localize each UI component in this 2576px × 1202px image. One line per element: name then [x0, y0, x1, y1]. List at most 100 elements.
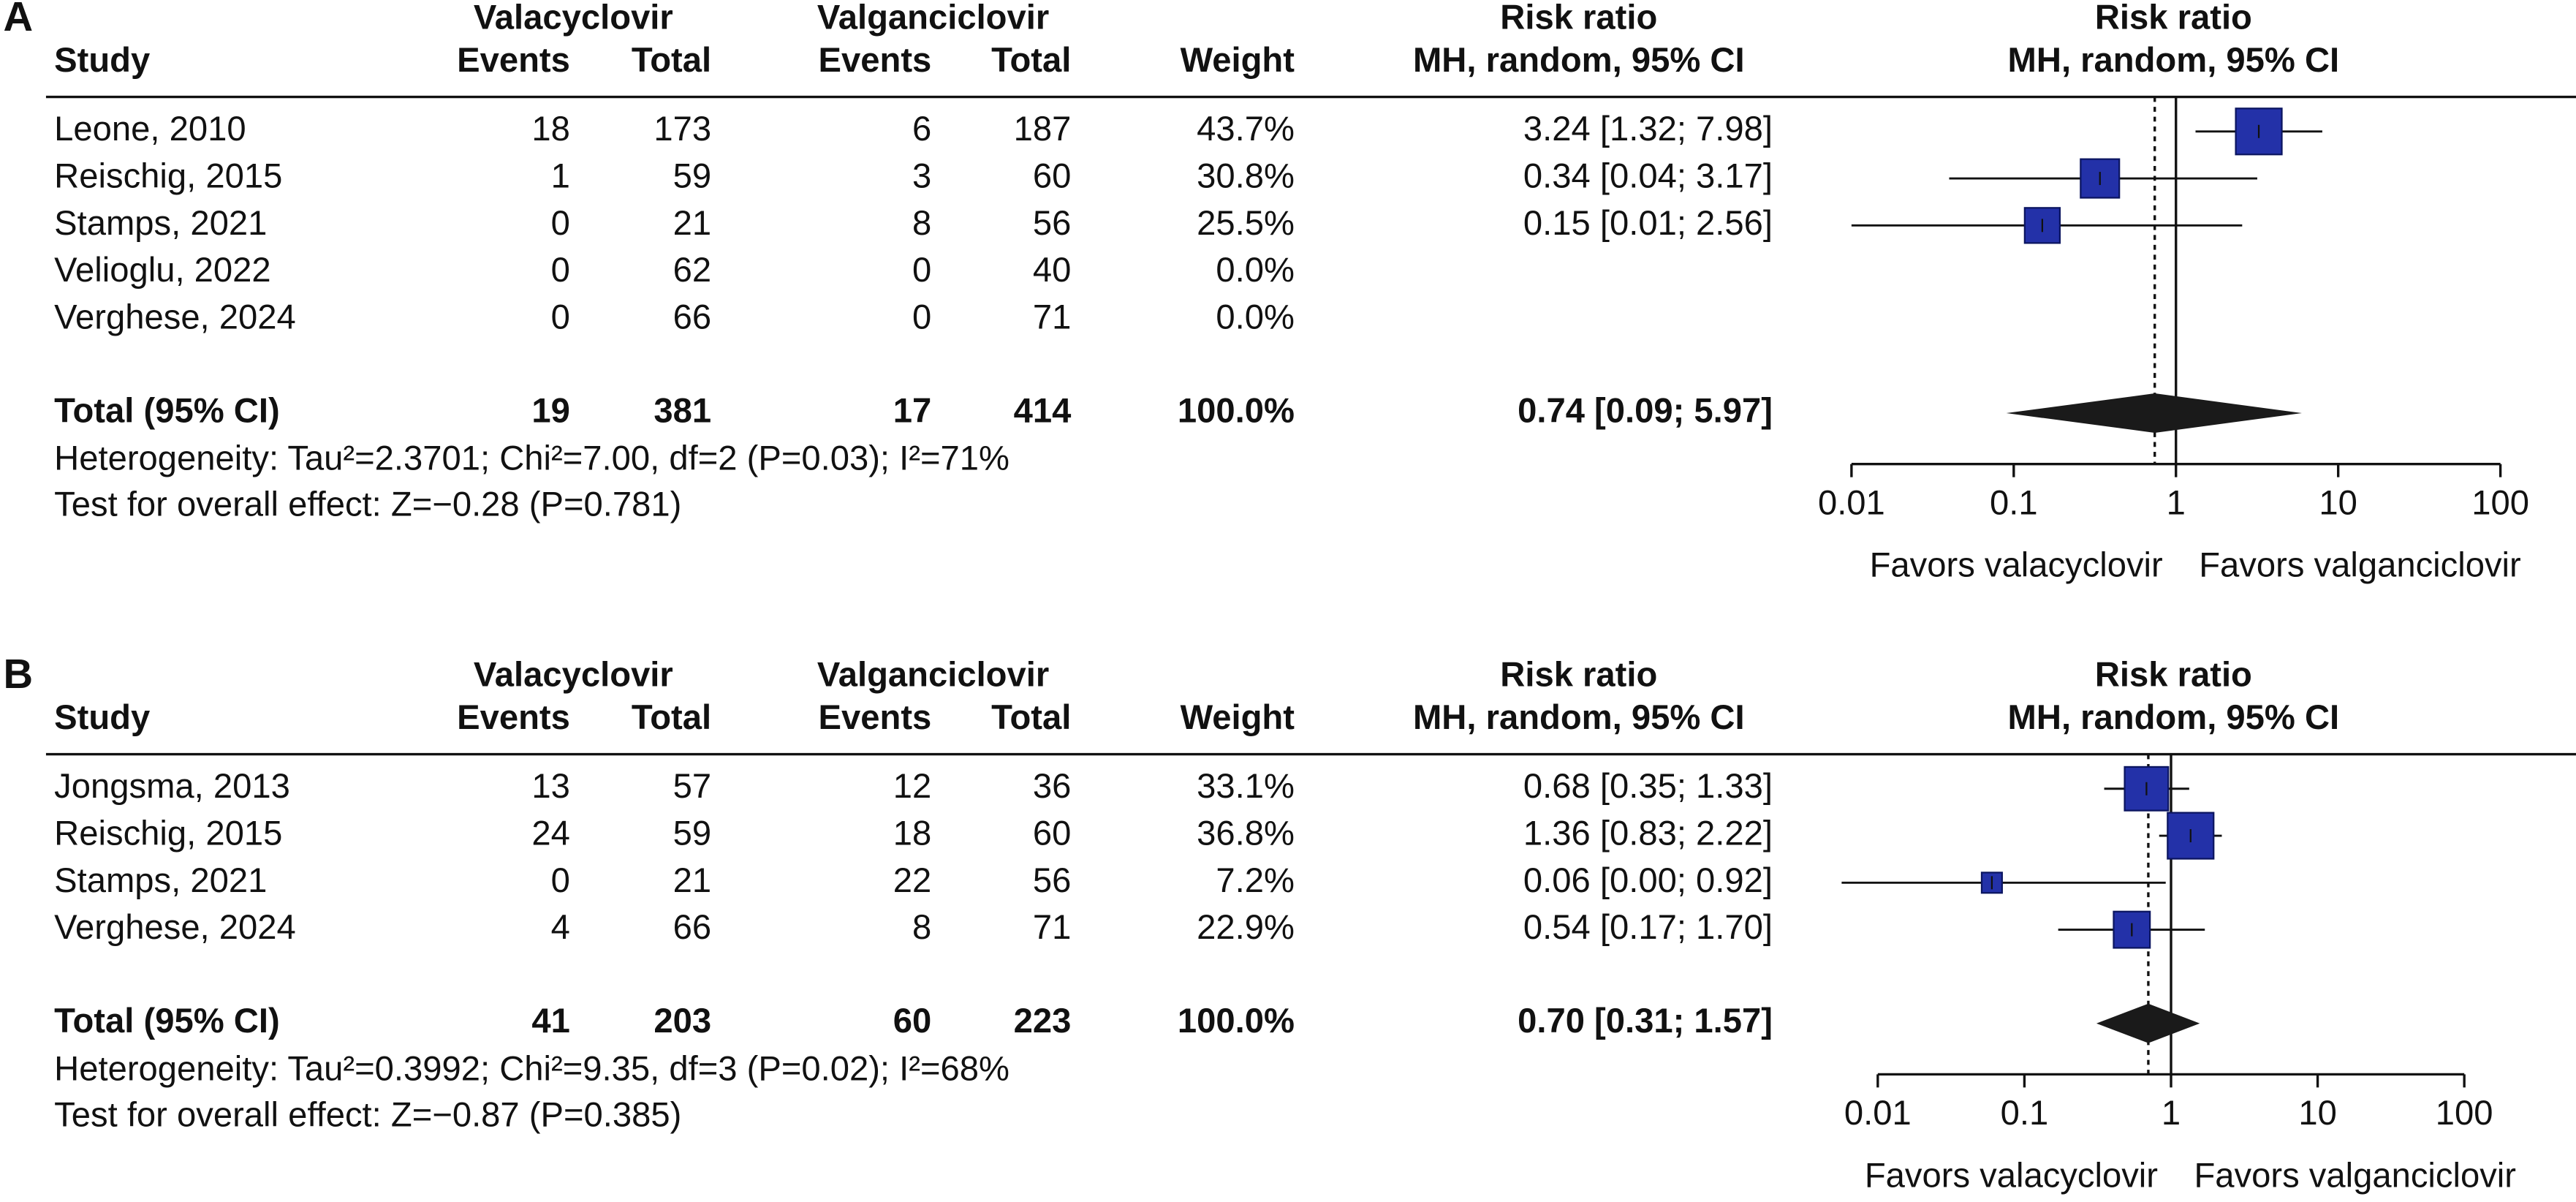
effect-label: 1.36 [0.83; 2.22]: [1523, 814, 1773, 853]
study-name: Jongsma, 2013: [54, 767, 290, 806]
cell: 36: [1033, 767, 1072, 806]
cell: 0: [551, 204, 570, 243]
plot-header: MH, random, 95% CI: [2008, 41, 2340, 80]
cell: 59: [673, 157, 712, 196]
cell: 6: [912, 110, 931, 148]
cell: 59: [673, 814, 712, 853]
cell: 0: [551, 298, 570, 336]
effect-label: 3.24 [1.32; 7.98]: [1523, 110, 1773, 148]
favors-label: Favors valganciclovir: [2194, 1156, 2516, 1195]
panel-label: B: [4, 651, 34, 697]
effect-label: 0.06 [0.00; 0.92]: [1523, 861, 1773, 900]
effect-header: MH, random, 95% CI: [1413, 41, 1745, 80]
favors-label: Favors valganciclovir: [2199, 546, 2521, 585]
total-cell: 203: [654, 1002, 711, 1040]
x-tick-label: 1: [2167, 483, 2186, 522]
cell: 1: [551, 157, 570, 196]
weight-label: 33.1%: [1197, 767, 1295, 806]
group-header: Valacyclovir: [474, 0, 673, 37]
weight-header: Weight: [1181, 698, 1295, 737]
cell: 0: [912, 298, 931, 336]
study-name: Reischig, 2015: [54, 814, 282, 853]
cell: 173: [654, 110, 711, 148]
cell: 71: [1033, 298, 1072, 336]
total-cell: 414: [1014, 391, 1072, 430]
overall-effect: Test for overall effect: Z=−0.87 (P=0.38…: [54, 1095, 681, 1134]
weight-label: 22.9%: [1197, 908, 1295, 947]
effect-header: Risk ratio: [1500, 0, 1657, 37]
weight-label: 0.0%: [1216, 251, 1295, 290]
x-tick-label: 1: [2162, 1094, 2181, 1133]
x-tick-label: 0.01: [1844, 1094, 1912, 1133]
cell: 12: [893, 767, 931, 806]
cell: 60: [1033, 814, 1072, 853]
effect-header: Risk ratio: [1500, 655, 1657, 694]
cell: 22: [893, 861, 931, 900]
cell: 40: [1033, 251, 1072, 290]
panel-label: A: [4, 0, 34, 39]
cell: 18: [893, 814, 931, 853]
study-name: Leone, 2010: [54, 110, 246, 148]
cell: 18: [531, 110, 570, 148]
x-tick-label: 10: [2319, 483, 2357, 522]
total-cell: 17: [893, 391, 931, 430]
study-name: Verghese, 2024: [54, 298, 296, 336]
study-name: Velioglu, 2022: [54, 251, 271, 290]
cell: 187: [1014, 110, 1072, 148]
plot-header: Risk ratio: [2095, 655, 2252, 694]
cell: 71: [1033, 908, 1072, 947]
sub-header: Total: [632, 41, 711, 80]
sub-header: Total: [991, 698, 1071, 737]
cell: 56: [1033, 861, 1072, 900]
x-tick-label: 100: [2471, 483, 2529, 522]
cell: 8: [912, 204, 931, 243]
total-label: Total (95% CI): [54, 391, 280, 430]
study-name: Verghese, 2024: [54, 908, 296, 947]
weight-label: 36.8%: [1197, 814, 1295, 853]
cell: 24: [531, 814, 570, 853]
x-tick-label: 0.1: [2001, 1094, 2049, 1133]
effect-label: 0.68 [0.35; 1.33]: [1523, 767, 1773, 806]
x-tick-label: 10: [2298, 1094, 2337, 1133]
cell: 13: [531, 767, 570, 806]
cell: 60: [1033, 157, 1072, 196]
sub-header: Total: [632, 698, 711, 737]
cell: 0: [551, 251, 570, 290]
cell: 57: [673, 767, 712, 806]
weight-label: 25.5%: [1197, 204, 1295, 243]
total-cell: 19: [531, 391, 570, 430]
total-weight: 100.0%: [1178, 391, 1295, 430]
effect-label: 0.34 [0.04; 3.17]: [1523, 157, 1773, 196]
sub-header: Events: [819, 698, 932, 737]
total-effect: 0.70 [0.31; 1.57]: [1518, 1002, 1773, 1040]
total-effect: 0.74 [0.09; 5.97]: [1518, 391, 1773, 430]
pooled-diamond: [2006, 393, 2302, 433]
study-name: Stamps, 2021: [54, 204, 267, 243]
weight-header: Weight: [1181, 41, 1295, 80]
plot-header: Risk ratio: [2095, 0, 2252, 37]
total-cell: 41: [531, 1002, 570, 1040]
overall-effect: Test for overall effect: Z=−0.28 (P=0.78…: [54, 485, 681, 524]
effect-label: 0.54 [0.17; 1.70]: [1523, 908, 1773, 947]
plot-header: MH, random, 95% CI: [2008, 698, 2340, 737]
cell: 21: [673, 861, 712, 900]
pooled-diamond: [2096, 1003, 2200, 1043]
heterogeneity: Heterogeneity: Tau²=2.3701; Chi²=7.00, d…: [54, 439, 1009, 478]
sub-header: Total: [991, 41, 1071, 80]
group-header: Valganciclovir: [817, 655, 1049, 694]
effect-label: 0.15 [0.01; 2.56]: [1523, 204, 1773, 243]
sub-header: Events: [457, 698, 570, 737]
study-header: Study: [54, 698, 150, 737]
total-weight: 100.0%: [1178, 1002, 1295, 1040]
x-tick-label: 0.1: [1990, 483, 2038, 522]
total-cell: 60: [893, 1002, 931, 1040]
cell: 56: [1033, 204, 1072, 243]
weight-label: 7.2%: [1216, 861, 1295, 900]
total-cell: 381: [654, 391, 711, 430]
total-label: Total (95% CI): [54, 1002, 280, 1040]
cell: 0: [551, 861, 570, 900]
study-name: Reischig, 2015: [54, 157, 282, 196]
x-tick-label: 0.01: [1818, 483, 1885, 522]
study-header: Study: [54, 41, 150, 80]
